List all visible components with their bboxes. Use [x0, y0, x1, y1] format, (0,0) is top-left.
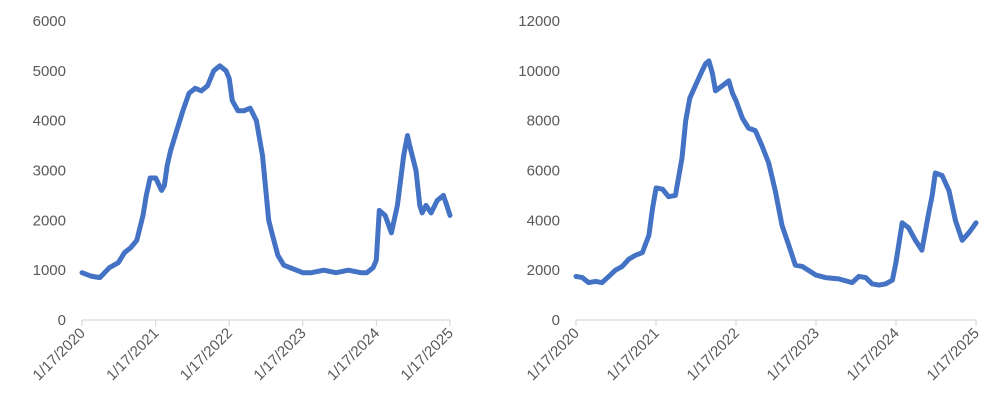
y-tick-label: 0 [58, 312, 66, 329]
x-tick-label: 1/17/2021 [103, 325, 162, 384]
x-tick-label: 1/17/2025 [924, 325, 983, 384]
x-tick-label: 1/17/2023 [250, 325, 309, 384]
series-line [573, 58, 979, 288]
x-tick-label: 1/17/2022 [684, 325, 743, 384]
y-tick-label: 6000 [33, 13, 66, 30]
y-tick-label: 2000 [33, 212, 66, 229]
x-tick-label: 1/17/2025 [398, 325, 457, 384]
x-tick-label: 1/17/2024 [844, 325, 903, 384]
x-tick-label: 1/17/2022 [177, 325, 236, 384]
right-line-chart: 0 2000 4000 6000 8000 10000 12000 1/17/2020 1/17… [518, 13, 983, 384]
y-tick-label: 4000 [33, 113, 66, 130]
x-tick-label: 1/17/2024 [324, 325, 383, 384]
x-tick-label: 1/17/2023 [764, 325, 823, 384]
y-tick-label: 4000 [527, 212, 560, 229]
y-tick-label: 0 [552, 312, 560, 329]
y-tick-label: 12000 [518, 13, 560, 30]
y-tick-label: 10000 [518, 63, 560, 80]
y-tick-label: 5000 [33, 63, 66, 80]
series-line [79, 63, 453, 281]
y-tick-label: 6000 [527, 163, 560, 180]
x-tick-label: 1/17/2020 [30, 325, 89, 384]
y-tick-label: 2000 [527, 262, 560, 279]
y-tick-label: 8000 [527, 113, 560, 130]
x-tick-label: 1/17/2021 [604, 325, 663, 384]
y-tick-label: 3000 [33, 163, 66, 180]
y-tick-label: 1000 [33, 262, 66, 279]
x-tick-label: 1/17/2020 [524, 325, 583, 384]
